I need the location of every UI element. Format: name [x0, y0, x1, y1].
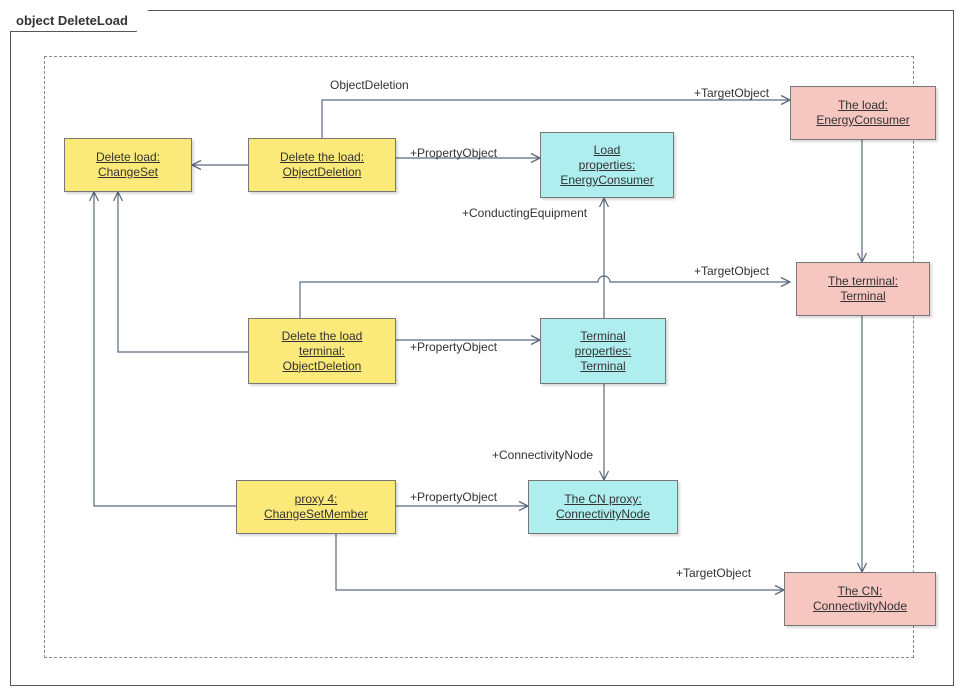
node-text-line: EnergyConsumer [560, 173, 653, 188]
node-text-line: The CN: [838, 584, 883, 599]
frame-title: object DeleteLoad [16, 13, 128, 28]
node-text-line: Terminal [580, 359, 625, 374]
label-targetobject-3: +TargetObject [676, 566, 751, 580]
node-the-terminal: The terminal:Terminal [796, 262, 930, 316]
node-text-line: Load [594, 143, 621, 158]
diagram-canvas: object DeleteLoad Delete load:ChangeSet … [0, 0, 966, 696]
node-cn-proxy: The CN proxy:ConnectivityNode [528, 480, 678, 534]
label-propertyobject-3: +PropertyObject [410, 490, 497, 504]
node-delete-the-load-objectdeletion: Delete the load:ObjectDeletion [248, 138, 396, 192]
label-connectivitynode: +ConnectivityNode [492, 448, 593, 462]
node-text-line: ChangeSetMember [264, 507, 368, 522]
node-text-line: properties: [575, 344, 632, 359]
node-text-line: The load: [838, 98, 888, 113]
node-text-line: Delete the load: [280, 150, 364, 165]
label-objectdeletion: ObjectDeletion [330, 78, 409, 92]
node-text-line: ObjectDeletion [283, 165, 362, 180]
node-text-line: The CN proxy: [564, 492, 641, 507]
node-terminal-properties: Terminalproperties:Terminal [540, 318, 666, 384]
node-text-line: terminal: [299, 344, 345, 359]
label-targetobject-2: +TargetObject [694, 264, 769, 278]
node-text-line: proxy 4: [295, 492, 338, 507]
node-text-line: Terminal [580, 329, 625, 344]
node-text-line: ObjectDeletion [283, 359, 362, 374]
node-text-line: EnergyConsumer [816, 113, 909, 128]
node-text-line: ConnectivityNode [556, 507, 650, 522]
label-propertyobject-1: +PropertyObject [410, 146, 497, 160]
frame-title-tab: object DeleteLoad [10, 10, 137, 32]
node-the-load: The load:EnergyConsumer [790, 86, 936, 140]
node-delete-load-terminal-objectdeletion: Delete the loadterminal:ObjectDeletion [248, 318, 396, 384]
node-load-properties: Loadproperties:EnergyConsumer [540, 132, 674, 198]
node-text-line: Delete the load [282, 329, 363, 344]
label-propertyobject-2: +PropertyObject [410, 340, 497, 354]
label-targetobject-1: +TargetObject [694, 86, 769, 100]
node-delete-load-changeset: Delete load:ChangeSet [64, 138, 192, 192]
node-text-line: Terminal [840, 289, 885, 304]
node-text-line: Delete load: [96, 150, 160, 165]
node-text-line: The terminal: [828, 274, 898, 289]
node-proxy-4: proxy 4:ChangeSetMember [236, 480, 396, 534]
node-text-line: properties: [579, 158, 636, 173]
node-text-line: ChangeSet [98, 165, 158, 180]
node-the-cn: The CN:ConnectivityNode [784, 572, 936, 626]
label-conductingequipment: +ConductingEquipment [462, 206, 587, 220]
node-text-line: ConnectivityNode [813, 599, 907, 614]
